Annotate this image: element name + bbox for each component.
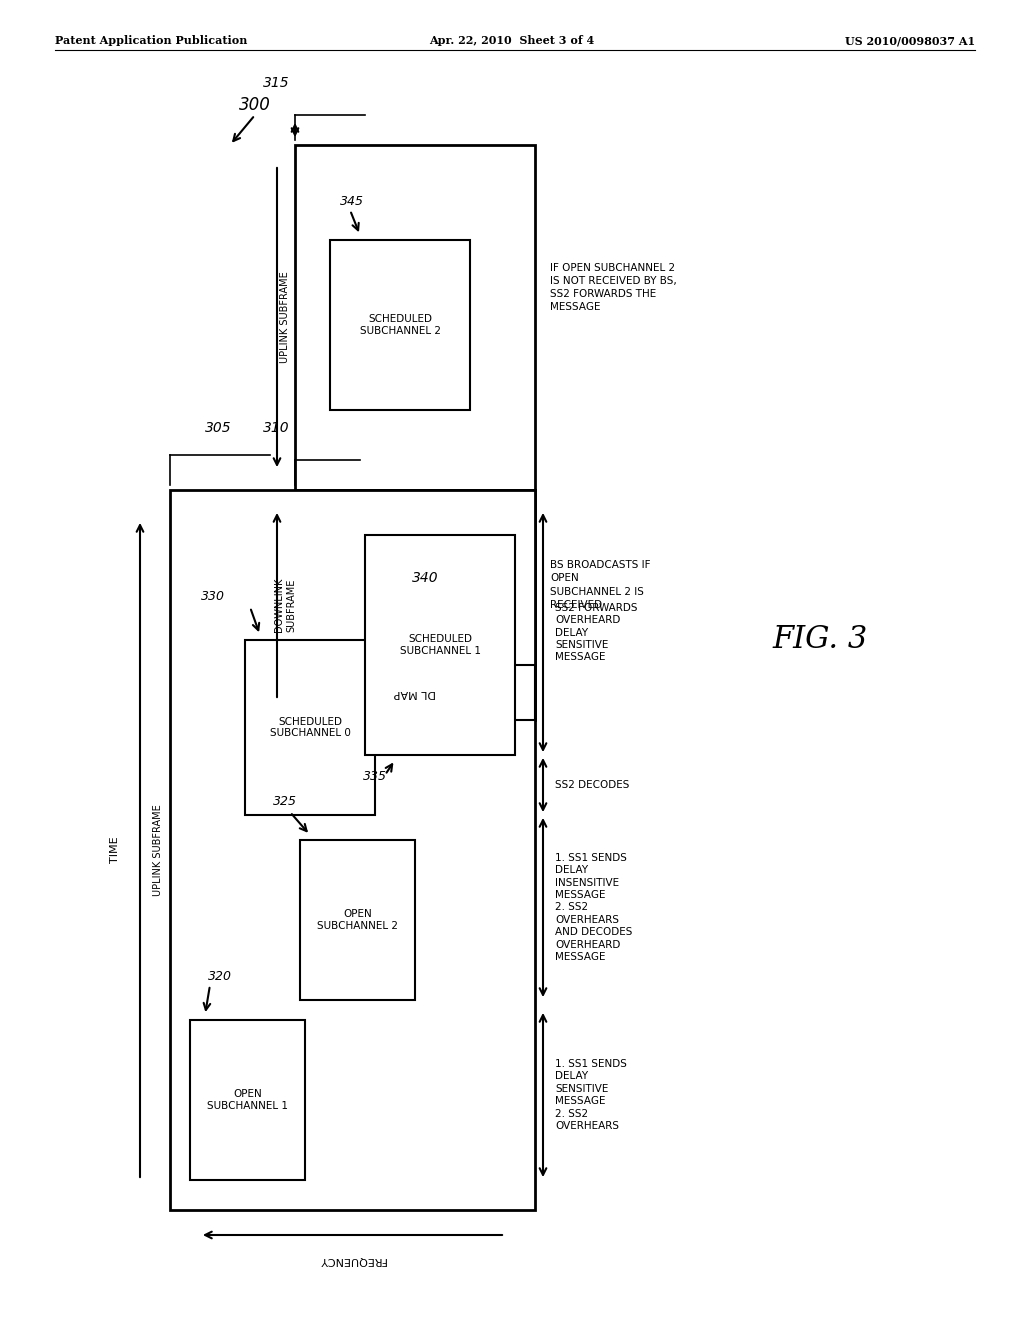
Text: OPEN
SUBCHANNEL 2: OPEN SUBCHANNEL 2 [317,909,398,931]
Text: 300: 300 [239,96,271,114]
Text: UPLINK SUBFRAME: UPLINK SUBFRAME [280,272,290,363]
Text: FREQUENCY: FREQUENCY [318,1255,386,1265]
Text: DOWNLINK
SUBFRAME: DOWNLINK SUBFRAME [273,578,296,632]
Text: Patent Application Publication: Patent Application Publication [55,36,248,46]
Text: 310: 310 [263,421,290,436]
Bar [295,145,535,490]
Text: 340: 340 [412,570,438,585]
Text: OPEN
SUBCHANNEL 1: OPEN SUBCHANNEL 1 [207,1089,288,1111]
Bar [170,490,535,1210]
Bar [330,240,470,411]
Bar [245,640,375,814]
Text: DL MAP: DL MAP [394,688,436,697]
Text: 345: 345 [340,195,364,209]
Text: 1. SS1 SENDS
DELAY
INSENSITIVE
MESSAGE
2. SS2
OVERHEARS
AND DECODES
OVERHEARD
ME: 1. SS1 SENDS DELAY INSENSITIVE MESSAGE 2… [555,853,633,962]
Bar [365,535,515,755]
Text: UPLINK SUBFRAME: UPLINK SUBFRAME [153,804,163,896]
Text: 335: 335 [362,770,387,783]
Text: 320: 320 [208,970,232,983]
Text: 305: 305 [205,421,231,436]
Text: SS2 DECODES: SS2 DECODES [555,780,630,789]
Bar [295,490,535,719]
Text: Apr. 22, 2010  Sheet 3 of 4: Apr. 22, 2010 Sheet 3 of 4 [429,36,595,46]
Text: US 2010/0098037 A1: US 2010/0098037 A1 [845,36,975,46]
Text: 330: 330 [201,590,225,603]
Text: BS BROADCASTS IF
OPEN
SUBCHANNEL 2 IS
RECEIVED: BS BROADCASTS IF OPEN SUBCHANNEL 2 IS RE… [550,560,650,610]
Text: SCHEDULED
SUBCHANNEL 2: SCHEDULED SUBCHANNEL 2 [359,314,440,335]
Bar [190,1020,305,1180]
Text: 325: 325 [273,795,297,808]
Text: FIG. 3: FIG. 3 [772,624,867,656]
Bar [295,665,535,719]
Text: IF OPEN SUBCHANNEL 2
IS NOT RECEIVED BY BS,
SS2 FORWARDS THE
MESSAGE: IF OPEN SUBCHANNEL 2 IS NOT RECEIVED BY … [550,263,677,313]
Text: TIME: TIME [110,837,120,863]
Bar [300,840,415,1001]
Text: SCHEDULED
SUBCHANNEL 1: SCHEDULED SUBCHANNEL 1 [399,634,480,656]
Text: 315: 315 [263,77,290,90]
Text: SS2 FORWARDS
OVERHEARD
DELAY
SENSITIVE
MESSAGE: SS2 FORWARDS OVERHEARD DELAY SENSITIVE M… [555,603,638,663]
Text: SCHEDULED
SUBCHANNEL 0: SCHEDULED SUBCHANNEL 0 [269,717,350,738]
Text: 1. SS1 SENDS
DELAY
SENSITIVE
MESSAGE
2. SS2
OVERHEARS: 1. SS1 SENDS DELAY SENSITIVE MESSAGE 2. … [555,1059,627,1131]
